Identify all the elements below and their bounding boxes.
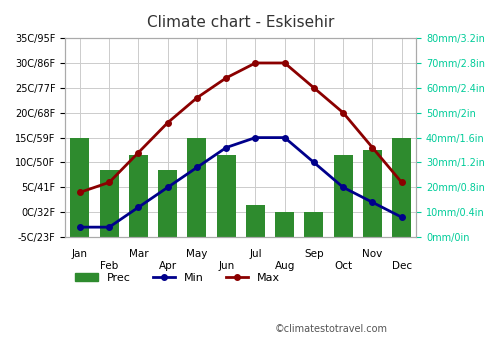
Bar xyxy=(100,170,118,237)
Text: Feb: Feb xyxy=(100,261,118,271)
Text: Mar: Mar xyxy=(128,249,148,259)
Bar xyxy=(216,155,236,237)
Bar xyxy=(158,170,177,237)
Bar xyxy=(275,212,294,237)
Text: Jan: Jan xyxy=(72,249,88,259)
Legend: Prec, Min, Max: Prec, Min, Max xyxy=(71,268,284,287)
Text: May: May xyxy=(186,249,208,259)
Text: Jul: Jul xyxy=(249,249,262,259)
Text: Oct: Oct xyxy=(334,261,352,271)
Bar xyxy=(363,150,382,237)
Text: Jun: Jun xyxy=(218,261,234,271)
Bar xyxy=(70,138,90,237)
Title: Climate chart - Eskisehir: Climate chart - Eskisehir xyxy=(147,15,334,30)
Bar xyxy=(129,155,148,237)
Text: Nov: Nov xyxy=(362,249,382,259)
Text: Dec: Dec xyxy=(392,261,411,271)
Text: ©climatestotravel.com: ©climatestotravel.com xyxy=(275,324,388,334)
Text: Sep: Sep xyxy=(304,249,324,259)
Bar xyxy=(188,138,206,237)
Bar xyxy=(334,155,352,237)
Bar xyxy=(246,205,265,237)
Text: Apr: Apr xyxy=(158,261,177,271)
Text: Aug: Aug xyxy=(274,261,295,271)
Bar xyxy=(304,212,324,237)
Bar xyxy=(392,138,411,237)
